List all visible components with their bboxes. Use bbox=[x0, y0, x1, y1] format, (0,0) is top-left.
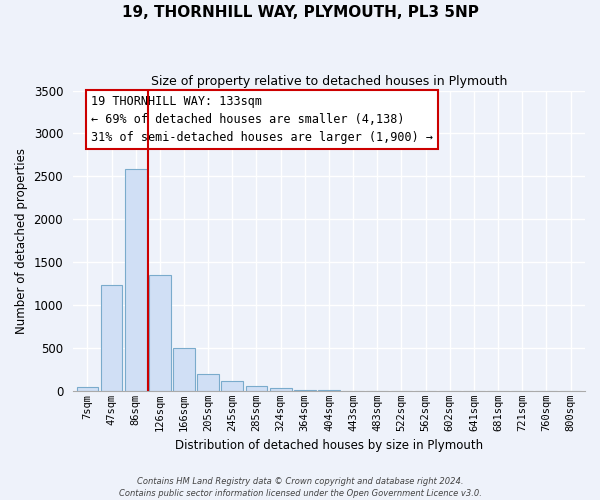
Bar bbox=[101, 286, 122, 391]
Bar bbox=[149, 275, 171, 391]
Text: 19 THORNHILL WAY: 133sqm
← 69% of detached houses are smaller (4,138)
31% of sem: 19 THORNHILL WAY: 133sqm ← 69% of detach… bbox=[91, 95, 433, 144]
Text: Contains HM Land Registry data © Crown copyright and database right 2024.
Contai: Contains HM Land Registry data © Crown c… bbox=[119, 476, 481, 498]
Bar bbox=[197, 374, 219, 391]
Bar bbox=[270, 388, 292, 391]
Bar bbox=[77, 386, 98, 391]
Text: 19, THORNHILL WAY, PLYMOUTH, PL3 5NP: 19, THORNHILL WAY, PLYMOUTH, PL3 5NP bbox=[122, 5, 478, 20]
Bar bbox=[294, 390, 316, 391]
Bar bbox=[173, 348, 195, 391]
X-axis label: Distribution of detached houses by size in Plymouth: Distribution of detached houses by size … bbox=[175, 440, 483, 452]
Title: Size of property relative to detached houses in Plymouth: Size of property relative to detached ho… bbox=[151, 75, 507, 88]
Bar bbox=[245, 386, 268, 391]
Bar bbox=[221, 382, 243, 391]
Y-axis label: Number of detached properties: Number of detached properties bbox=[15, 148, 28, 334]
Bar bbox=[125, 168, 146, 391]
